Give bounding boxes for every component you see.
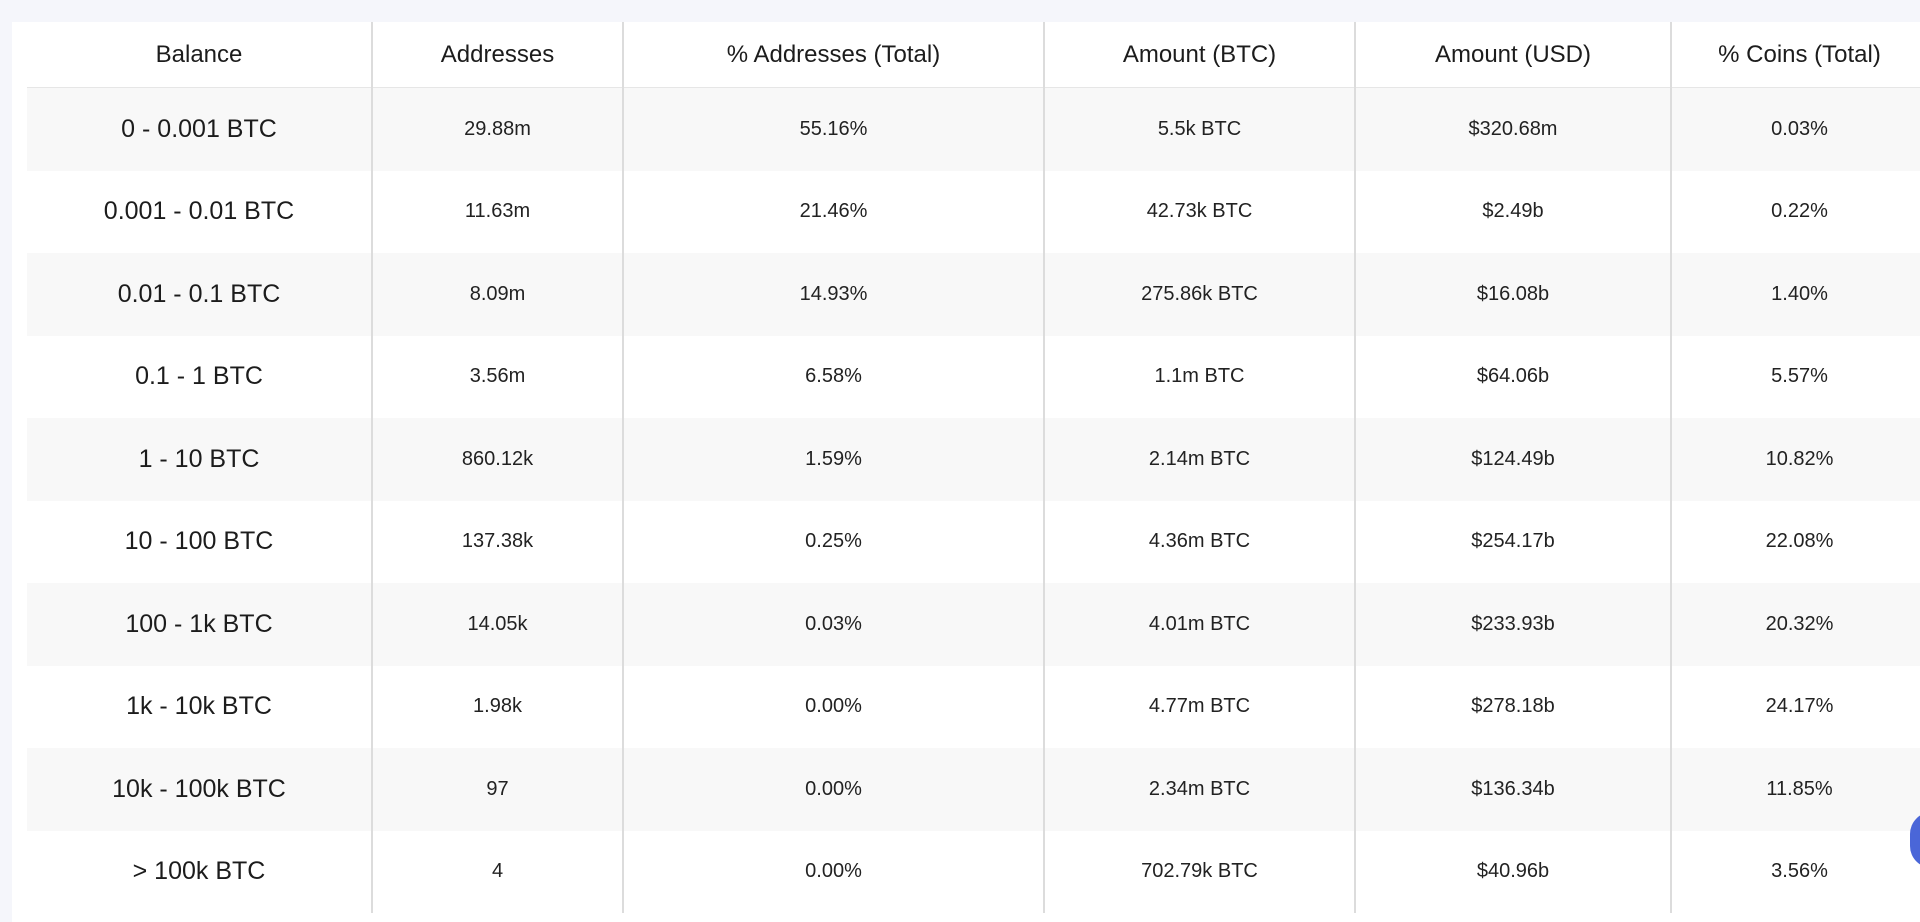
amount-usd-cell: $64.06b — [1355, 335, 1672, 418]
balance-cell: 1k - 10k BTC — [27, 665, 373, 748]
column-header-balance[interactable]: Balance — [27, 22, 373, 88]
table-row: 0 - 0.001 BTC 29.88m 55.16% 5.5k BTC $320.68… — [27, 87, 1920, 171]
amount-usd-cell: $16.08b — [1355, 253, 1672, 336]
percent-coins-cell: 20.32% — [1671, 583, 1920, 666]
percent-addresses-cell: 0.00% — [623, 830, 1045, 913]
percent-coins-cell: 11.85% — [1671, 748, 1920, 831]
percent-coins-cell: 3.56% — [1671, 830, 1920, 913]
table-row: 0.1 - 1 BTC 3.56m 6.58% 1.1m BTC $64.06b 5.57… — [27, 335, 1920, 418]
addresses-cell: 3.56m — [372, 335, 624, 418]
percent-addresses-cell: 0.25% — [623, 500, 1045, 583]
amount-usd-cell: $2.49b — [1355, 170, 1672, 253]
bitcoin-distribution-table: Balance Addresses % Addresses (Total) Am… — [27, 22, 1920, 913]
distribution-card: Balance Addresses % Addresses (Total) Am… — [12, 22, 1920, 922]
amount-btc-cell: 702.79k BTC — [1044, 830, 1356, 913]
table-row: 1k - 10k BTC 1.98k 0.00% 4.77m BTC $278.18b 2… — [27, 665, 1920, 748]
amount-usd-cell: $136.34b — [1355, 748, 1672, 831]
balance-cell: 10k - 100k BTC — [27, 748, 373, 831]
percent-addresses-cell: 0.03% — [623, 583, 1045, 666]
amount-btc-cell: 5.5k BTC — [1044, 87, 1356, 171]
percent-addresses-cell: 14.93% — [623, 253, 1045, 336]
table-row: > 100k BTC 4 0.00% 702.79k BTC $40.96b 3.56% — [27, 830, 1920, 913]
column-header-addresses[interactable]: Addresses — [372, 22, 624, 88]
addresses-cell: 1.98k — [372, 665, 624, 748]
amount-usd-cell: $124.49b — [1355, 418, 1672, 501]
column-header-amount-btc[interactable]: Amount (BTC) — [1044, 22, 1356, 88]
amount-btc-cell: 4.36m BTC — [1044, 500, 1356, 583]
table-body: 0 - 0.001 BTC 29.88m 55.16% 5.5k BTC $320.68… — [27, 87, 1920, 913]
balance-cell: 1 - 10 BTC — [27, 418, 373, 501]
percent-addresses-cell: 21.46% — [623, 170, 1045, 253]
amount-btc-cell: 2.34m BTC — [1044, 748, 1356, 831]
table-header: Balance Addresses % Addresses (Total) Am… — [27, 22, 1920, 88]
percent-coins-cell: 0.03% — [1671, 87, 1920, 171]
addresses-cell: 14.05k — [372, 583, 624, 666]
percent-coins-cell: 0.22% — [1671, 170, 1920, 253]
percent-addresses-cell: 1.59% — [623, 418, 1045, 501]
table-row: 10k - 100k BTC 97 0.00% 2.34m BTC $136.34b 11… — [27, 748, 1920, 831]
percent-coins-cell: 22.08% — [1671, 500, 1920, 583]
amount-usd-cell: $254.17b — [1355, 500, 1672, 583]
amount-btc-cell: 42.73k BTC — [1044, 170, 1356, 253]
amount-btc-cell: 2.14m BTC — [1044, 418, 1356, 501]
column-header-percent-addresses[interactable]: % Addresses (Total) — [623, 22, 1045, 88]
amount-btc-cell: 1.1m BTC — [1044, 335, 1356, 418]
floating-chat-button[interactable] — [1910, 812, 1920, 868]
addresses-cell: 137.38k — [372, 500, 624, 583]
percent-coins-cell: 5.57% — [1671, 335, 1920, 418]
percent-addresses-cell: 0.00% — [623, 748, 1045, 831]
addresses-cell: 4 — [372, 830, 624, 913]
addresses-cell: 11.63m — [372, 170, 624, 253]
table-row: 0.01 - 0.1 BTC 8.09m 14.93% 275.86k BTC $16.… — [27, 253, 1920, 336]
amount-usd-cell: $278.18b — [1355, 665, 1672, 748]
balance-cell: > 100k BTC — [27, 830, 373, 913]
amount-btc-cell: 4.77m BTC — [1044, 665, 1356, 748]
addresses-cell: 860.12k — [372, 418, 624, 501]
balance-cell: 100 - 1k BTC — [27, 583, 373, 666]
amount-btc-cell: 275.86k BTC — [1044, 253, 1356, 336]
table-row: 100 - 1k BTC 14.05k 0.03% 4.01m BTC $233.93b… — [27, 583, 1920, 666]
column-header-percent-coins[interactable]: % Coins (Total) — [1671, 22, 1920, 88]
balance-cell: 0.01 - 0.1 BTC — [27, 253, 373, 336]
table-row: 1 - 10 BTC 860.12k 1.59% 2.14m BTC $124.49b 1… — [27, 418, 1920, 501]
table-row: 0.001 - 0.01 BTC 11.63m 21.46% 42.73k BTC $2… — [27, 170, 1920, 253]
balance-cell: 0.1 - 1 BTC — [27, 335, 373, 418]
percent-coins-cell: 24.17% — [1671, 665, 1920, 748]
percent-addresses-cell: 0.00% — [623, 665, 1045, 748]
percent-coins-cell: 10.82% — [1671, 418, 1920, 501]
amount-usd-cell: $40.96b — [1355, 830, 1672, 913]
table-row: 10 - 100 BTC 137.38k 0.25% 4.36m BTC $254.17… — [27, 500, 1920, 583]
balance-cell: 10 - 100 BTC — [27, 500, 373, 583]
amount-btc-cell: 4.01m BTC — [1044, 583, 1356, 666]
percent-addresses-cell: 55.16% — [623, 87, 1045, 171]
balance-cell: 0 - 0.001 BTC — [27, 87, 373, 171]
header-row: Balance Addresses % Addresses (Total) Am… — [27, 22, 1920, 88]
column-header-amount-usd[interactable]: Amount (USD) — [1355, 22, 1672, 88]
percent-coins-cell: 1.40% — [1671, 253, 1920, 336]
percent-addresses-cell: 6.58% — [623, 335, 1045, 418]
addresses-cell: 29.88m — [372, 87, 624, 171]
amount-usd-cell: $233.93b — [1355, 583, 1672, 666]
amount-usd-cell: $320.68m — [1355, 87, 1672, 171]
balance-cell: 0.001 - 0.01 BTC — [27, 170, 373, 253]
addresses-cell: 97 — [372, 748, 624, 831]
addresses-cell: 8.09m — [372, 253, 624, 336]
